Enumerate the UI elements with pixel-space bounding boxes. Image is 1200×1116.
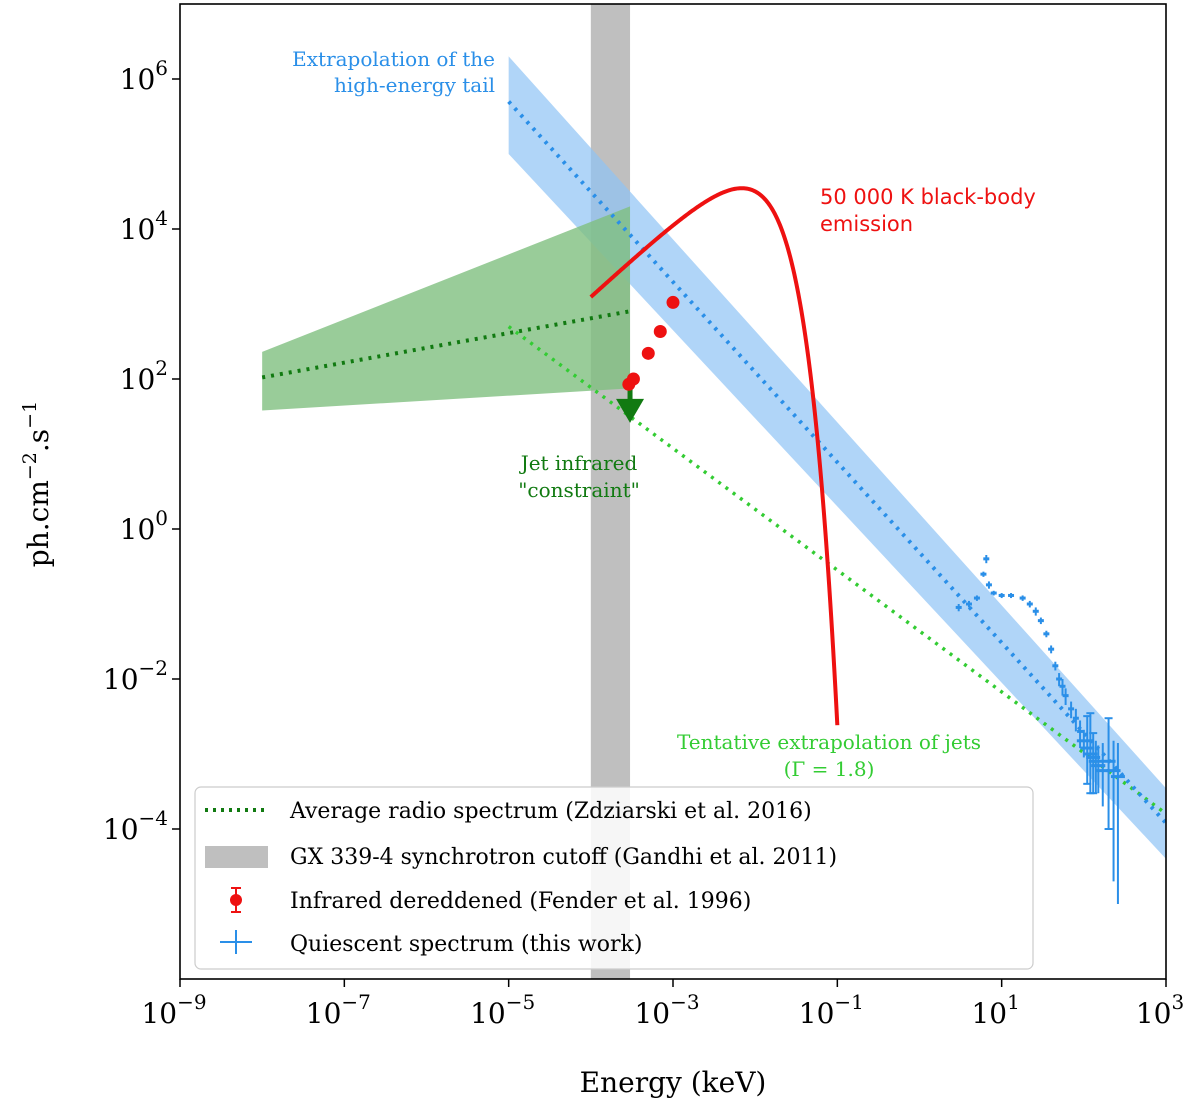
x-tick-label: 10−7 [306, 990, 371, 1030]
tail-annotation-line2: high-energy tail [334, 73, 495, 97]
legend-label-infrared: Infrared dereddened (Fender et al. 1996) [290, 889, 751, 914]
x-tick-label: 10−1 [799, 990, 864, 1030]
jets-annotation-line2: (Γ = 1.8) [784, 757, 875, 781]
x-tick-label: 103 [1136, 990, 1184, 1030]
y-tick-label: 104 [120, 206, 168, 246]
legend: Average radio spectrum (Zdziarski et al.… [194, 786, 1034, 970]
legend-box [194, 786, 1034, 970]
blackbody-annotation-line2: emission [820, 212, 913, 236]
legend-swatch-infrared [230, 894, 242, 906]
y-tick-label: 102 [120, 356, 168, 396]
infrared-point [653, 324, 667, 338]
x-tick-label: 10−5 [470, 990, 535, 1030]
y-axis-label: ph.cm−2.s−1 [19, 401, 55, 567]
y-tick-label: 10−2 [103, 656, 168, 696]
legend-label-quiescent: Quiescent spectrum (this work) [290, 932, 642, 957]
plot-area [261, 4, 1166, 979]
legend-label-radio: Average radio spectrum (Zdziarski et al.… [289, 799, 812, 824]
legend-label-cutoff: GX 339-4 synchrotron cutoff (Gandhi et a… [290, 845, 837, 870]
blackbody-annotation-line1: 50 000 K black-body [820, 185, 1036, 209]
blackbody-curve [589, 186, 840, 726]
jet-ir-annotation-line2: "constraint" [518, 478, 640, 502]
tail-uncertainty-band [508, 56, 1166, 859]
jet-ir-annotation-line1: Jet infrared [519, 451, 638, 475]
y-axis: 10−4 10−2 100 102 104 106 [103, 56, 180, 846]
tail-extrapolation-line [507, 100, 1166, 825]
x-axis-label: Energy (keV) [580, 1066, 767, 1099]
jet-spectrum-area [262, 206, 631, 411]
legend-swatch-cutoff [205, 846, 268, 868]
x-tick-label: 101 [971, 990, 1019, 1030]
y-tick-label: 10−4 [103, 806, 168, 846]
jets-annotation-line1: Tentative extrapolation of jets [677, 730, 981, 754]
jet-ir-constraint-arrow [616, 398, 645, 423]
x-tick-label: 10−3 [634, 990, 699, 1030]
tail-annotation-line1: Extrapolation of the [292, 47, 495, 71]
infrared-point [641, 346, 655, 360]
infrared-point [626, 372, 640, 386]
y-tick-label: 106 [120, 56, 168, 96]
jets-extrapolation-line [507, 325, 1166, 816]
x-axis: 10−9 10−7 10−5 10−3 10−1 101 103 [141, 979, 1184, 1030]
infrared-point [666, 295, 680, 309]
x-tick-label: 10−9 [141, 990, 206, 1030]
y-tick-label: 100 [120, 506, 168, 546]
